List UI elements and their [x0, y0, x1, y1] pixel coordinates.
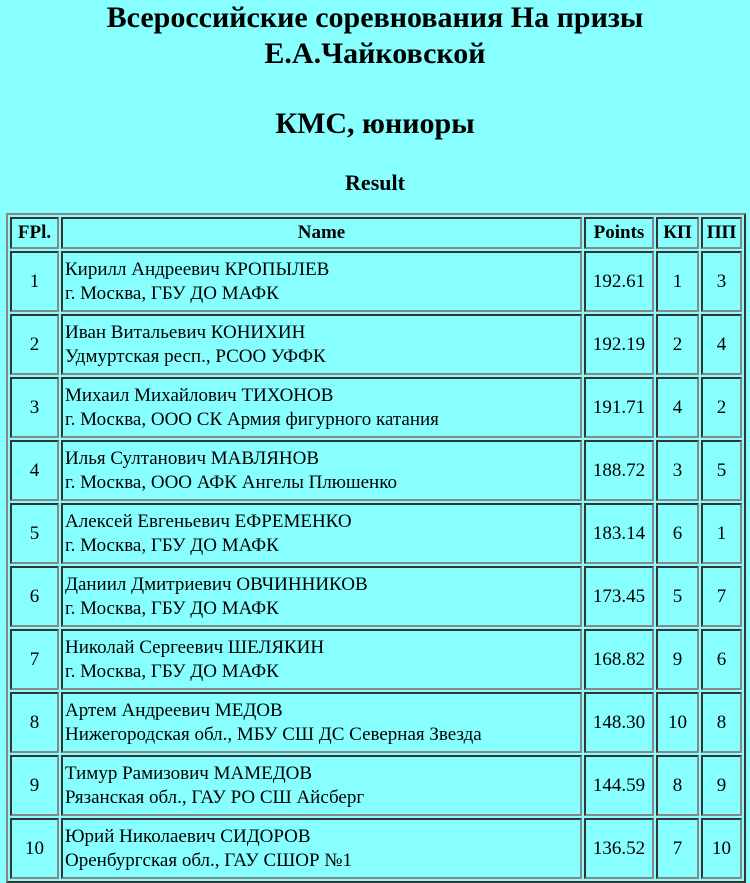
col-fpl: FPl.: [10, 217, 59, 249]
place: 8: [10, 692, 59, 753]
points: 191.71: [584, 377, 654, 438]
short-program-place: 9: [656, 629, 699, 690]
points: 173.45: [584, 566, 654, 627]
free-program-place: 9: [701, 755, 742, 816]
points: 148.30: [584, 692, 654, 753]
skater-name: Алексей Евгеньевич ЕФРЕМЕНКО: [65, 510, 352, 532]
skater-name: Иван Витальевич КОНИХИН: [65, 321, 306, 343]
table-row: 2 Иван Витальевич КОНИХИН Удмуртская респ…: [10, 314, 742, 375]
points: 183.14: [584, 503, 654, 564]
title-line-1: Всероссийские соревнования На призы: [106, 1, 644, 34]
skater-club: г. Москва, ГБУ ДО МАФК: [65, 660, 279, 682]
skater-name: Илья Султанович МАВЛЯНОВ: [65, 447, 320, 469]
skater-cell: Иван Витальевич КОНИХИН Удмуртская респ.,…: [61, 314, 582, 375]
place: 1: [10, 251, 59, 312]
skater-name: Даниил Дмитриевич ОВЧИННИКОВ: [65, 573, 368, 595]
skater-club: г. Москва, ГБУ ДО МАФК: [65, 534, 279, 556]
table-row: 8 Артем Андреевич МЕДОВ Нижегородская обл…: [10, 692, 742, 753]
table-row: 1 Кирилл Андреевич КРОПЫЛЕВ г. Москва, ГБ…: [10, 251, 742, 312]
free-program-place: 7: [701, 566, 742, 627]
place: 10: [10, 818, 59, 879]
skater-cell: Артем Андреевич МЕДОВ Нижегородская обл.,…: [61, 692, 582, 753]
points: 192.61: [584, 251, 654, 312]
short-program-place: 7: [656, 818, 699, 879]
skater-name: Кирилл Андреевич КРОПЫЛЕВ: [65, 258, 330, 280]
skater-club: г. Москва, ГБУ ДО МАФК: [65, 282, 279, 304]
skater-cell: Михаил Михайлович ТИХОНОВ г. Москва, ООО …: [61, 377, 582, 438]
free-program-place: 2: [701, 377, 742, 438]
table-row: 9 Тимур Рамизович МАМЕДОВ Рязанская обл.,…: [10, 755, 742, 816]
table-row: 10 Юрий Николаевич СИДОРОВ Оренбургская о…: [10, 818, 742, 879]
points: 144.59: [584, 755, 654, 816]
skater-cell: Илья Султанович МАВЛЯНОВ г. Москва, ООО А…: [61, 440, 582, 501]
place: 4: [10, 440, 59, 501]
place: 5: [10, 503, 59, 564]
skater-club: Рязанская обл., ГАУ РО СШ Айсберг: [65, 786, 365, 808]
free-program-place: 3: [701, 251, 742, 312]
skater-cell: Даниил Дмитриевич ОВЧИННИКОВ г. Москва, Г…: [61, 566, 582, 627]
free-program-place: 8: [701, 692, 742, 753]
short-program-place: 6: [656, 503, 699, 564]
category-title: КМС, юниоры: [275, 107, 475, 140]
place: 3: [10, 377, 59, 438]
skater-cell: Алексей Евгеньевич ЕФРЕМЕНКО г. Москва, Г…: [61, 503, 582, 564]
short-program-place: 3: [656, 440, 699, 501]
page-title: Всероссийские соревнования На призы Е.А.Ч…: [0, 0, 750, 72]
skater-name: Николай Сергеевич ШЕЛЯКИН: [65, 636, 325, 658]
section-title: Result: [345, 170, 405, 195]
skater-name: Тимур Рамизович МАМЕДОВ: [65, 762, 313, 784]
points: 136.52: [584, 818, 654, 879]
short-program-place: 5: [656, 566, 699, 627]
skater-name: Юрий Николаевич СИДОРОВ: [65, 825, 311, 847]
table-row: 7 Николай Сергеевич ШЕЛЯКИН г. Москва, ГБ…: [10, 629, 742, 690]
short-program-place: 10: [656, 692, 699, 753]
free-program-place: 6: [701, 629, 742, 690]
table-row: 6 Даниил Дмитриевич ОВЧИННИКОВ г. Москва,…: [10, 566, 742, 627]
short-program-place: 4: [656, 377, 699, 438]
skater-club: Нижегородская обл., МБУ СШ ДС Северная З…: [65, 723, 482, 745]
free-program-place: 5: [701, 440, 742, 501]
skater-cell: Юрий Николаевич СИДОРОВ Оренбургская обл.…: [61, 818, 582, 879]
short-program-place: 1: [656, 251, 699, 312]
place: 2: [10, 314, 59, 375]
results-table: FPl. Name Points КП ПП 1 Кирилл Андрееви…: [6, 213, 746, 883]
skater-cell: Кирилл Андреевич КРОПЫЛЕВ г. Москва, ГБУ …: [61, 251, 582, 312]
free-program-place: 4: [701, 314, 742, 375]
col-pp: ПП: [701, 217, 742, 249]
col-kp: КП: [656, 217, 699, 249]
skater-club: Оренбургская обл., ГАУ СШОР №1: [65, 849, 352, 871]
skater-cell: Николай Сергеевич ШЕЛЯКИН г. Москва, ГБУ …: [61, 629, 582, 690]
skater-name: Артем Андреевич МЕДОВ: [65, 699, 283, 721]
skater-club: г. Москва, ООО АФК Ангелы Плюшенко: [65, 471, 397, 493]
points: 168.82: [584, 629, 654, 690]
table-row: 3 Михаил Михайлович ТИХОНОВ г. Москва, ОО…: [10, 377, 742, 438]
short-program-place: 8: [656, 755, 699, 816]
header-row: FPl. Name Points КП ПП: [10, 217, 742, 249]
title-line-2: Е.А.Чайковской: [264, 37, 486, 70]
col-points: Points: [584, 217, 654, 249]
skater-cell: Тимур Рамизович МАМЕДОВ Рязанская обл., Г…: [61, 755, 582, 816]
col-name: Name: [61, 217, 582, 249]
free-program-place: 10: [701, 818, 742, 879]
points: 192.19: [584, 314, 654, 375]
short-program-place: 2: [656, 314, 699, 375]
skater-club: Удмуртская респ., РСОО УФФК: [65, 345, 326, 367]
place: 6: [10, 566, 59, 627]
place: 9: [10, 755, 59, 816]
skater-name: Михаил Михайлович ТИХОНОВ: [65, 384, 334, 406]
place: 7: [10, 629, 59, 690]
table-row: 5 Алексей Евгеньевич ЕФРЕМЕНКО г. Москва,…: [10, 503, 742, 564]
free-program-place: 1: [701, 503, 742, 564]
skater-club: г. Москва, ООО СК Армия фигурного катани…: [65, 408, 439, 430]
points: 188.72: [584, 440, 654, 501]
skater-club: г. Москва, ГБУ ДО МАФК: [65, 597, 279, 619]
table-row: 4 Илья Султанович МАВЛЯНОВ г. Москва, ООО…: [10, 440, 742, 501]
